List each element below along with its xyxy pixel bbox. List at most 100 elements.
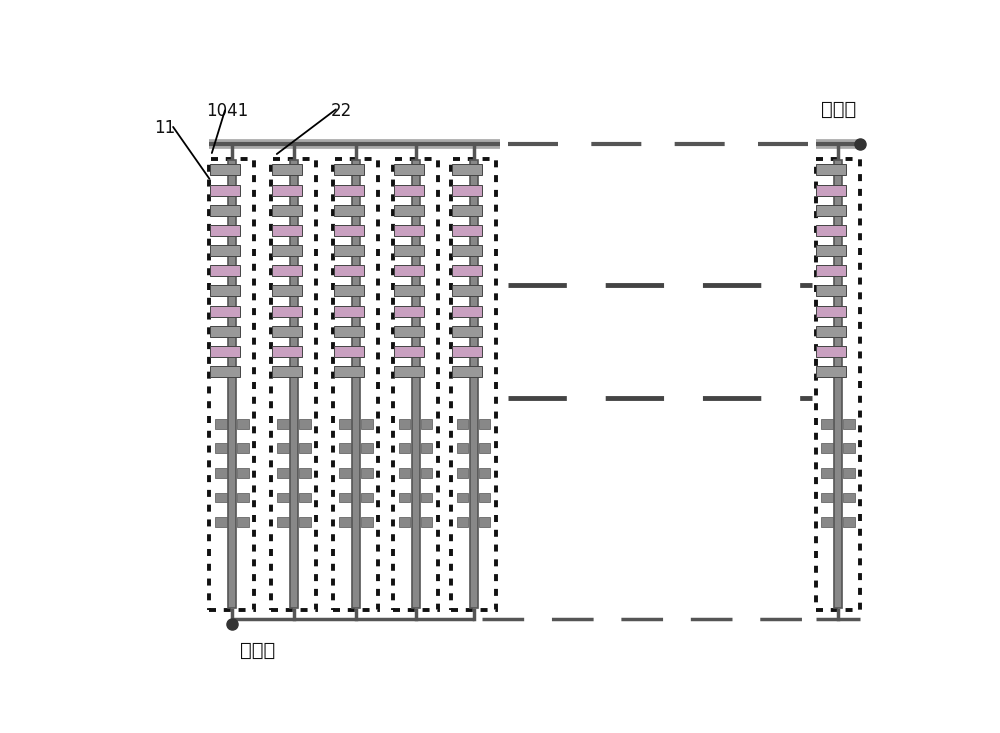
Bar [421, 443, 432, 453]
Bar [210, 265, 240, 276]
Bar [821, 468, 833, 478]
Bar [210, 245, 240, 256]
Bar [215, 493, 227, 503]
Bar [361, 443, 373, 453]
Bar [451, 158, 496, 610]
Bar [215, 443, 227, 453]
Bar [399, 468, 410, 478]
Bar [457, 419, 468, 429]
Bar [843, 517, 855, 527]
Bar [421, 493, 432, 503]
Bar [479, 517, 490, 527]
Bar [334, 285, 364, 296]
Bar [272, 306, 302, 317]
Bar [299, 468, 311, 478]
Bar [215, 468, 227, 478]
Bar [334, 245, 364, 256]
Bar [394, 164, 424, 175]
Bar [816, 366, 846, 377]
Bar [210, 205, 240, 216]
Bar [361, 493, 373, 503]
Bar [479, 493, 490, 503]
Bar [237, 517, 249, 527]
Bar [412, 161, 420, 608]
Text: 1041: 1041 [206, 102, 249, 120]
Bar [271, 158, 316, 610]
Bar [479, 419, 490, 429]
Bar [277, 517, 289, 527]
Bar [334, 164, 364, 175]
Bar [277, 493, 289, 503]
Bar [215, 419, 227, 429]
Bar [399, 493, 410, 503]
Bar [334, 205, 364, 216]
Bar [394, 205, 424, 216]
Bar [816, 306, 846, 317]
Bar [394, 306, 424, 317]
Bar [816, 285, 846, 296]
Bar [452, 325, 482, 337]
Bar [333, 158, 378, 610]
Bar [821, 493, 833, 503]
Bar [272, 205, 302, 216]
Bar [421, 517, 432, 527]
Bar [834, 161, 842, 608]
Bar [277, 419, 289, 429]
Bar [339, 468, 351, 478]
Bar [339, 419, 351, 429]
Bar [361, 517, 373, 527]
Bar [228, 161, 236, 608]
Bar [277, 468, 289, 478]
Bar [394, 346, 424, 357]
Bar [290, 161, 298, 608]
Bar [210, 325, 240, 337]
Bar [843, 493, 855, 503]
Bar [394, 325, 424, 337]
Bar [457, 468, 468, 478]
Bar [299, 443, 311, 453]
Bar [816, 164, 846, 175]
Text: 11: 11 [154, 119, 176, 137]
Bar [394, 225, 424, 236]
Bar [272, 185, 302, 196]
Bar [210, 285, 240, 296]
Bar [334, 325, 364, 337]
Bar [277, 443, 289, 453]
Bar [299, 517, 311, 527]
Bar [210, 346, 240, 357]
Bar [816, 185, 846, 196]
Bar [210, 164, 240, 175]
Text: 22: 22 [330, 102, 352, 120]
Bar [479, 443, 490, 453]
Bar [816, 265, 846, 276]
Bar [210, 225, 240, 236]
Bar [272, 265, 302, 276]
Bar [394, 285, 424, 296]
Bar [394, 265, 424, 276]
Bar [816, 346, 846, 357]
Bar [452, 265, 482, 276]
Bar [816, 325, 846, 337]
Bar [334, 366, 364, 377]
Bar [272, 366, 302, 377]
Bar [237, 468, 249, 478]
Bar [457, 493, 468, 503]
Bar [394, 245, 424, 256]
Bar [394, 185, 424, 196]
Bar [457, 517, 468, 527]
Bar [210, 306, 240, 317]
Bar [394, 366, 424, 377]
Bar [457, 443, 468, 453]
Bar [421, 468, 432, 478]
Bar [452, 225, 482, 236]
Bar [816, 245, 846, 256]
Bar [215, 517, 227, 527]
Bar [352, 161, 360, 608]
Bar [452, 164, 482, 175]
Bar [816, 225, 846, 236]
Bar [393, 158, 438, 610]
Bar [452, 205, 482, 216]
Bar [272, 325, 302, 337]
Bar [237, 419, 249, 429]
Bar [237, 493, 249, 503]
